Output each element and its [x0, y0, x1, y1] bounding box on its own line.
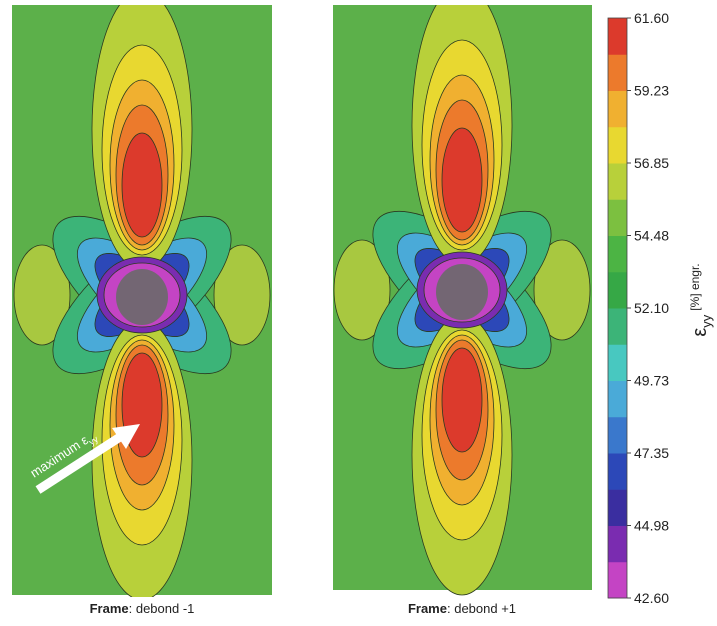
- label-subscript: yy: [699, 314, 714, 328]
- colorbar-tick-label: 54.48: [634, 228, 669, 244]
- colorbar-tick-label: 59.23: [634, 83, 669, 99]
- colorbar-label: εyy [%] engr.: [688, 263, 714, 336]
- colorbar-band: [608, 526, 627, 563]
- caption-bold: Frame: [90, 601, 129, 616]
- colorbar-band: [608, 489, 627, 526]
- colorbar-tick-label: 61.60: [634, 10, 669, 26]
- colorbar-band: [608, 381, 627, 418]
- colorbar-band: [608, 417, 627, 454]
- caption-text: : debond -1: [129, 601, 195, 616]
- colorbar-band: [608, 163, 627, 200]
- colorbar-tick-label: 52.10: [634, 300, 669, 316]
- label-unit: [%] engr.: [688, 263, 702, 310]
- colorbar-tick-label: 56.85: [634, 155, 669, 171]
- colorbar: 61.60 59.23 56.85 54.48 52.10 49.73 47.35 44.98…: [608, 10, 669, 606]
- colorbar-band: [608, 18, 627, 55]
- caption: Frame: debond +1: [408, 601, 516, 616]
- colorbar-tick-label: 42.60: [634, 590, 669, 606]
- colorbar-band: [608, 91, 627, 128]
- label-symbol: ε: [689, 328, 711, 337]
- colorbar-tick-label: 49.73: [634, 373, 669, 389]
- colorbar-band: [608, 453, 627, 490]
- colorbar-band: [608, 127, 627, 164]
- caption-text: : debond +1: [447, 601, 516, 616]
- colorbar-band: [608, 54, 627, 91]
- colorbar-tick-label: 44.98: [634, 518, 669, 534]
- colorbar-band: [608, 308, 627, 345]
- colorbar-band: [608, 562, 627, 599]
- colorbar-band: [608, 236, 627, 273]
- colorbar-band: [608, 344, 627, 381]
- colorbar-band: [608, 272, 627, 309]
- caption-bold: Frame: [408, 601, 447, 616]
- colorbar-tick-label: 47.35: [634, 445, 669, 461]
- colorbar-band: [608, 199, 627, 236]
- figure: maximum εyy Frame: debond -1 Frame: debo…: [0, 0, 717, 621]
- caption: Frame: debond -1: [90, 601, 195, 616]
